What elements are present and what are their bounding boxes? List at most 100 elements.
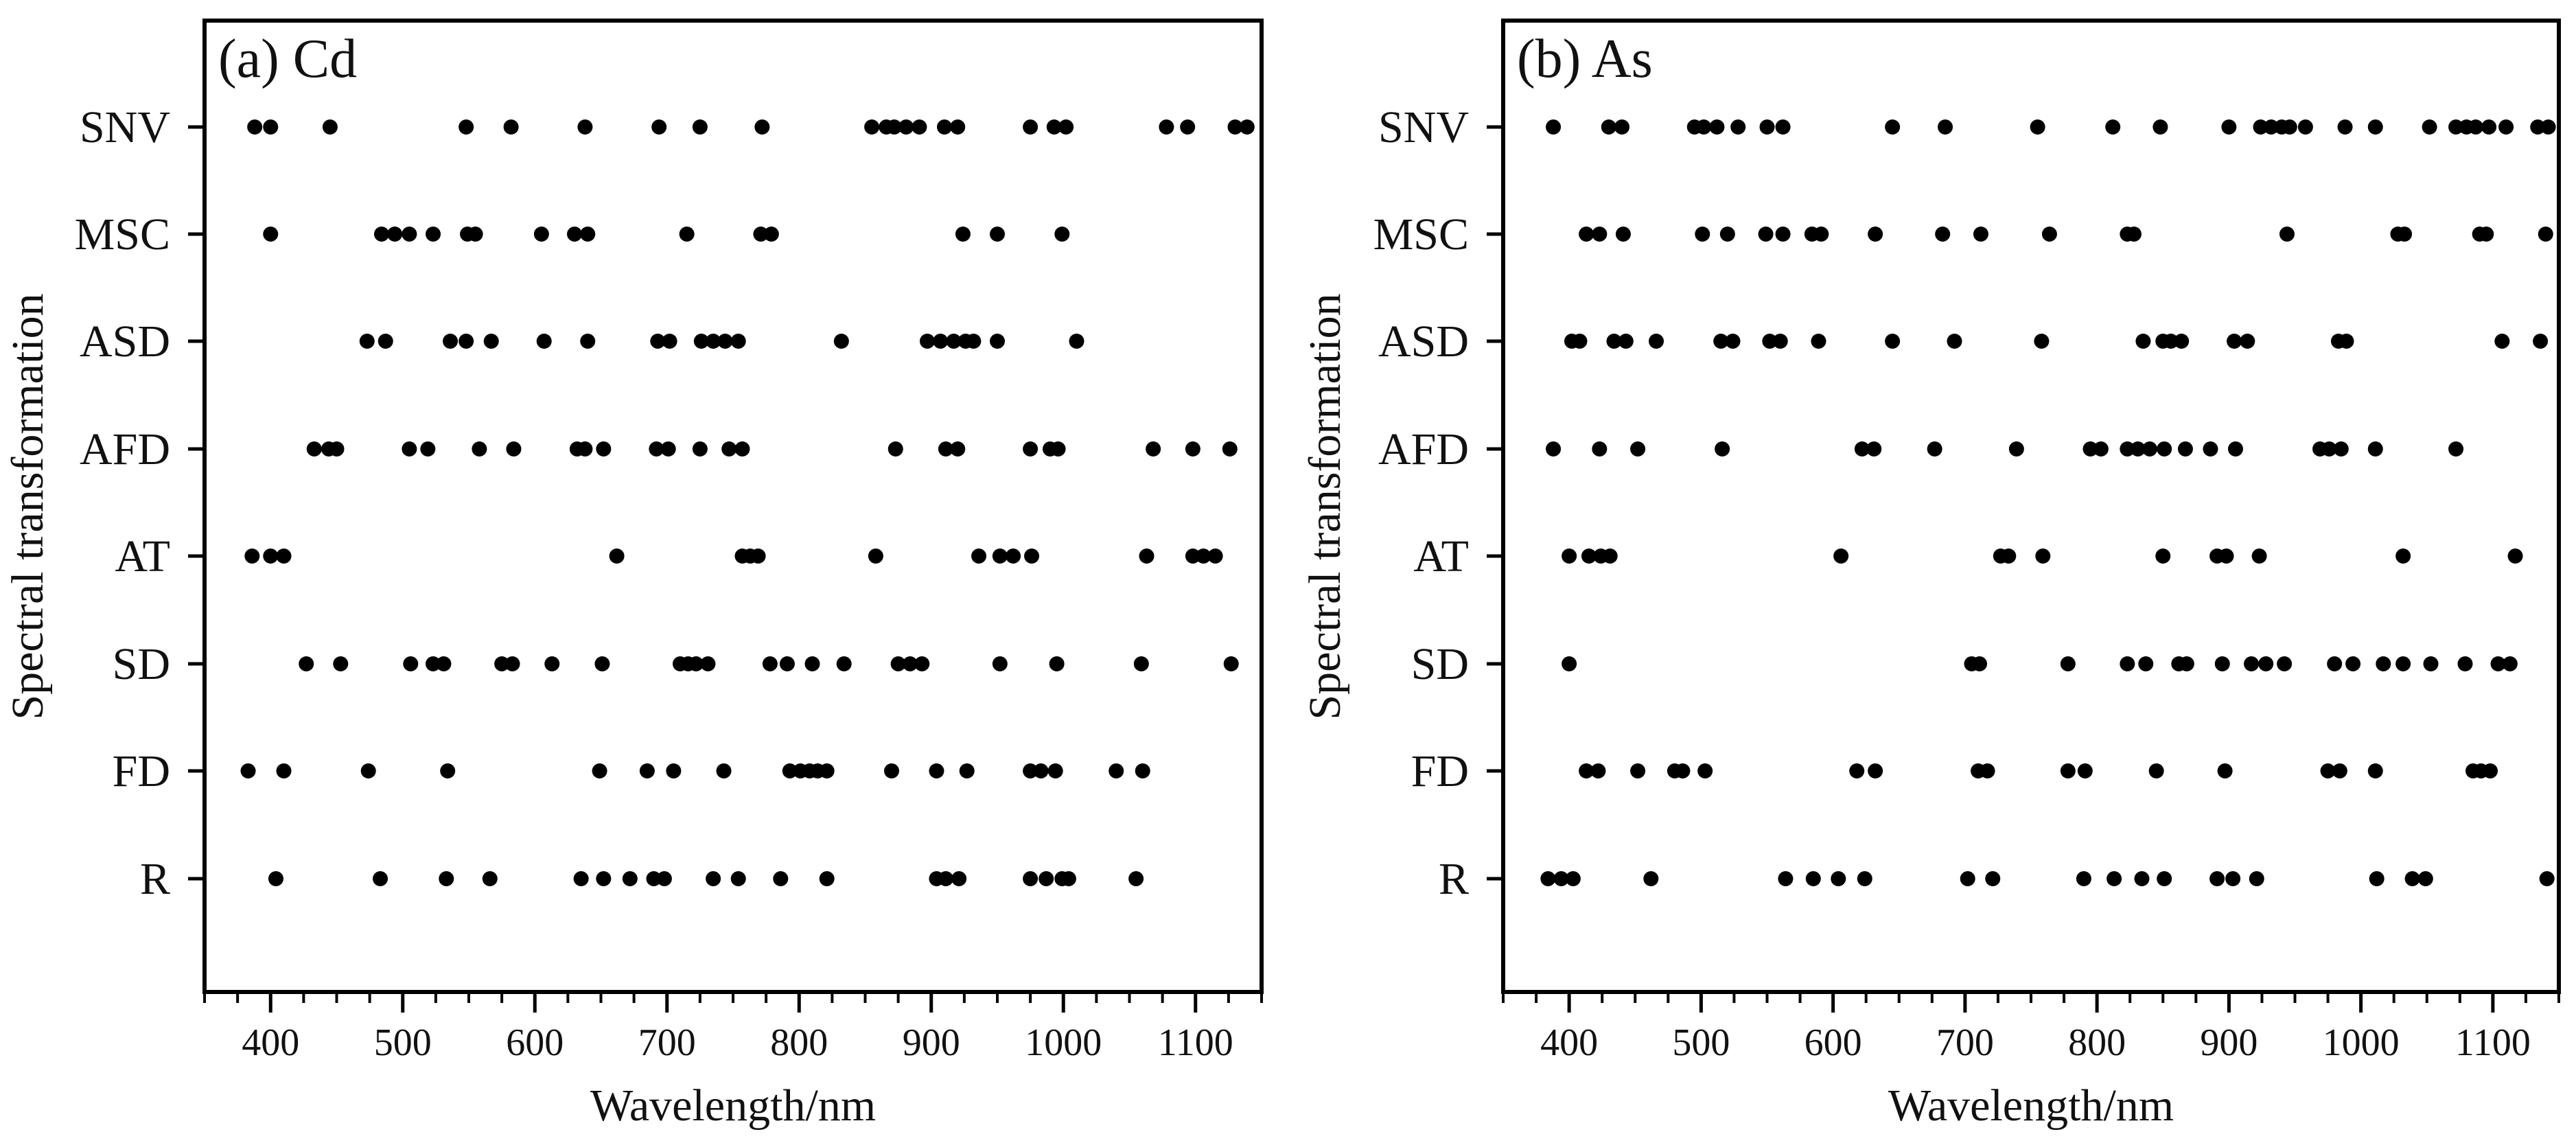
- data-point: [1606, 334, 1622, 349]
- data-point: [2148, 763, 2164, 778]
- data-point: [2035, 549, 2051, 564]
- data-point: [2369, 871, 2384, 886]
- data-point: [244, 549, 260, 564]
- data-point: [1719, 227, 1735, 242]
- data-point: [836, 656, 852, 671]
- x-axis-label: Wavelength/nm: [1888, 1081, 2174, 1131]
- data-points: [1540, 119, 2556, 886]
- data-point: [2227, 441, 2243, 457]
- data-point: [1135, 763, 1150, 778]
- plot-frame: [202, 19, 1264, 994]
- data-point: [1775, 227, 1791, 242]
- x-tick-label: 800: [770, 1021, 828, 1064]
- data-point: [1980, 763, 1995, 778]
- data-point: [1972, 656, 1988, 671]
- data-point: [1133, 656, 1149, 671]
- data-point: [692, 119, 708, 135]
- y-category-label: MSC: [1373, 209, 1469, 259]
- data-point: [650, 334, 666, 349]
- y-category-label: FD: [113, 746, 170, 796]
- x-tick-label: 600: [506, 1021, 564, 1064]
- data-point: [912, 119, 927, 135]
- data-point: [692, 441, 708, 457]
- data-point: [1128, 871, 1144, 886]
- data-point: [2082, 441, 2098, 457]
- y-category-label: AFD: [1378, 424, 1469, 474]
- data-point: [1565, 871, 1581, 886]
- y-category-label: AFD: [80, 424, 170, 474]
- data-point: [592, 763, 607, 778]
- data-point: [700, 656, 716, 671]
- data-point: [1046, 119, 1062, 135]
- data-point: [1590, 763, 1606, 778]
- data-point: [2297, 119, 2313, 135]
- data-point: [2142, 441, 2158, 457]
- data-point: [596, 871, 612, 886]
- data-point: [763, 227, 779, 242]
- data-point: [459, 119, 474, 135]
- data-point: [443, 334, 459, 349]
- data-point: [1960, 871, 1975, 886]
- y-category-label: SNV: [1378, 102, 1469, 152]
- data-point: [2030, 119, 2045, 135]
- data-point: [420, 441, 436, 457]
- data-point: [1023, 763, 1038, 778]
- data-point: [426, 656, 441, 671]
- data-point: [1054, 227, 1070, 242]
- data-point: [730, 334, 746, 349]
- y-category-label: FD: [1411, 746, 1469, 796]
- data-point: [2130, 441, 2146, 457]
- data-point: [2339, 334, 2354, 349]
- plot-frame: [1501, 19, 2561, 994]
- y-axis-label: Spectral transformation: [3, 293, 53, 719]
- data-point: [387, 227, 403, 242]
- data-point: [959, 763, 975, 778]
- data-point: [950, 441, 966, 457]
- data-point: [1579, 227, 1594, 242]
- data-point: [2076, 871, 2091, 886]
- data-point: [864, 119, 880, 135]
- data-point: [2093, 441, 2109, 457]
- data-point: [2376, 656, 2391, 671]
- data-point: [662, 334, 677, 349]
- data-point: [929, 763, 944, 778]
- data-point: [544, 656, 560, 671]
- data-point: [2034, 334, 2050, 349]
- data-point: [868, 549, 883, 564]
- data-point: [1947, 334, 1962, 349]
- data-point: [660, 441, 676, 457]
- data-point: [706, 334, 721, 349]
- y-category-label: R: [140, 854, 170, 904]
- data-point: [1630, 441, 1646, 457]
- data-point: [426, 227, 441, 242]
- data-point: [622, 871, 638, 886]
- data-point: [730, 871, 746, 886]
- data-point: [2367, 763, 2383, 778]
- data-point: [1675, 763, 1691, 778]
- data-point: [2120, 656, 2135, 671]
- data-point: [971, 549, 987, 564]
- data-point: [1223, 656, 1239, 671]
- data-point: [902, 656, 918, 671]
- data-point: [2253, 119, 2268, 135]
- data-point: [247, 119, 263, 135]
- data-point: [1649, 334, 1664, 349]
- data-point: [2240, 334, 2255, 349]
- data-point: [773, 871, 789, 886]
- y-category-label: SD: [113, 639, 170, 689]
- data-point: [2538, 227, 2553, 242]
- data-point: [2422, 119, 2437, 135]
- data-point: [2008, 441, 2024, 457]
- data-point: [1849, 763, 1865, 778]
- data-point: [580, 334, 596, 349]
- data-point: [1038, 871, 1054, 886]
- data-point: [1579, 763, 1594, 778]
- axis-ticks: 400 500 600 700 800 900 1000 1100: [203, 992, 1263, 1064]
- data-point: [898, 119, 914, 135]
- data-point: [2157, 871, 2172, 886]
- data-point: [2320, 763, 2336, 778]
- data-point: [2337, 119, 2353, 135]
- data-point: [1885, 119, 1901, 135]
- data-point: [2345, 656, 2361, 671]
- data-point: [594, 656, 610, 671]
